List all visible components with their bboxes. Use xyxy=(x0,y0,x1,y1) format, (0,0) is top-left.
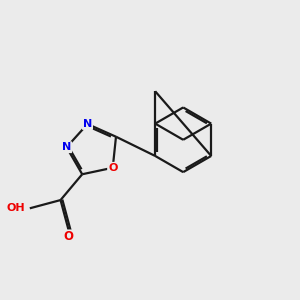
Text: O: O xyxy=(108,163,117,173)
Text: OH: OH xyxy=(6,203,25,213)
Text: O: O xyxy=(64,230,74,243)
Text: N: N xyxy=(62,142,71,152)
Text: N: N xyxy=(83,119,92,129)
